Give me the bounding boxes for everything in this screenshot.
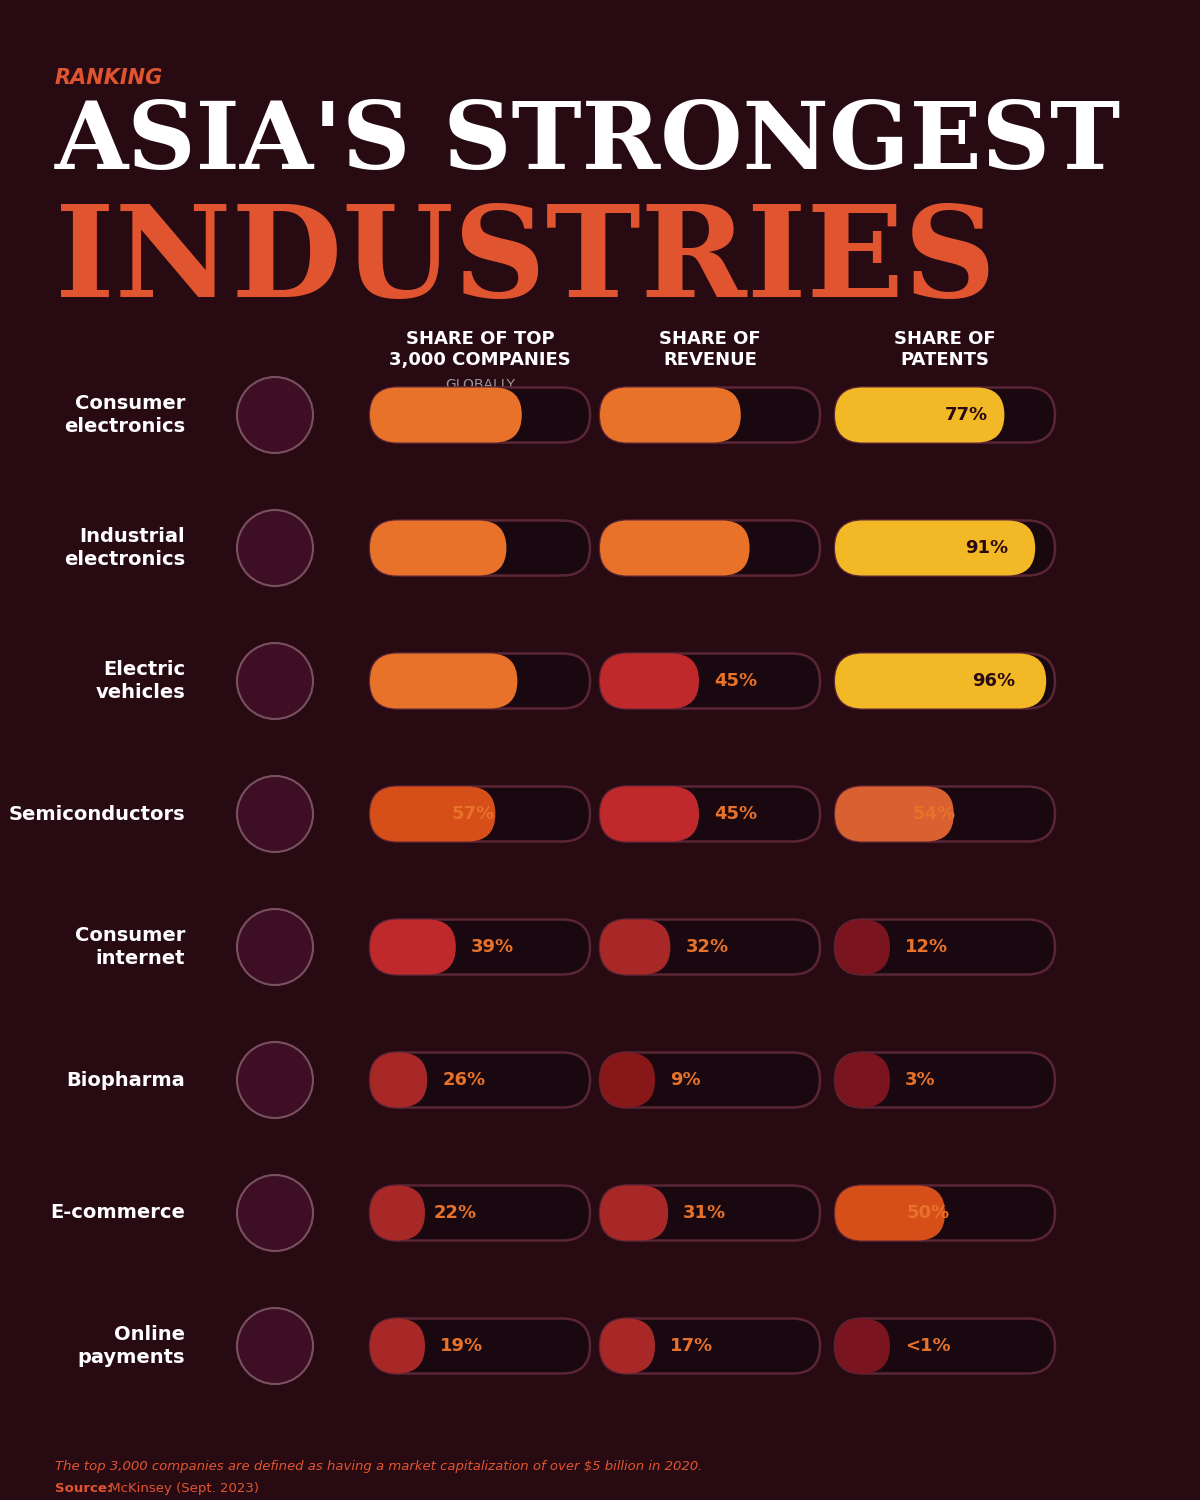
FancyBboxPatch shape [835,920,1055,975]
FancyBboxPatch shape [370,786,496,842]
Text: E-commerce: E-commerce [50,1203,185,1222]
FancyBboxPatch shape [835,786,1055,842]
Text: Consumer
electronics: Consumer electronics [64,394,185,436]
Text: 69%: 69% [469,406,511,424]
FancyBboxPatch shape [600,654,820,708]
FancyBboxPatch shape [370,387,590,442]
FancyBboxPatch shape [835,1053,1055,1107]
Text: 54%: 54% [912,806,955,824]
FancyBboxPatch shape [370,1318,590,1374]
Text: GLOBALLY: GLOBALLY [445,378,515,392]
FancyBboxPatch shape [370,1185,590,1240]
Text: Online
payments: Online payments [78,1324,185,1368]
Circle shape [238,776,313,852]
Text: The top 3,000 companies are defined as having a market capitalization of over $5: The top 3,000 companies are defined as h… [55,1460,702,1473]
Text: 17%: 17% [670,1336,713,1354]
Text: 3%: 3% [905,1071,936,1089]
Text: <1%: <1% [905,1336,950,1354]
Text: SHARE OF TOP
3,000 COMPANIES: SHARE OF TOP 3,000 COMPANIES [389,330,571,369]
Text: 50%: 50% [906,1204,949,1222]
FancyBboxPatch shape [600,786,698,842]
FancyBboxPatch shape [835,654,1046,708]
FancyBboxPatch shape [835,520,1036,576]
FancyBboxPatch shape [600,1053,820,1107]
FancyBboxPatch shape [370,654,590,708]
Text: Biopharma: Biopharma [66,1071,185,1089]
FancyBboxPatch shape [835,1318,1055,1374]
FancyBboxPatch shape [600,1185,820,1240]
Text: 64%: 64% [691,406,734,424]
FancyBboxPatch shape [835,654,1055,708]
Text: 45%: 45% [714,672,757,690]
Circle shape [238,644,313,718]
FancyBboxPatch shape [600,1053,655,1107]
Text: INDUSTRIES: INDUSTRIES [55,200,996,324]
FancyBboxPatch shape [835,1053,890,1107]
FancyBboxPatch shape [370,1318,425,1374]
FancyBboxPatch shape [600,920,820,975]
FancyBboxPatch shape [600,1318,655,1374]
Text: 39%: 39% [470,938,514,956]
Text: 12%: 12% [905,938,948,956]
FancyBboxPatch shape [600,1185,668,1240]
Text: 19%: 19% [440,1336,484,1354]
Text: McKinsey (Sept. 2023): McKinsey (Sept. 2023) [106,1482,259,1496]
Text: 32%: 32% [685,938,728,956]
Text: 22%: 22% [433,1204,476,1222]
Text: 26%: 26% [442,1071,485,1089]
Text: 62%: 62% [458,538,502,556]
Text: SHARE OF
REVENUE: SHARE OF REVENUE [659,330,761,369]
FancyBboxPatch shape [370,1053,590,1107]
Circle shape [238,376,313,453]
FancyBboxPatch shape [835,786,954,842]
Text: 68%: 68% [697,538,740,556]
FancyBboxPatch shape [370,786,590,842]
Text: Semiconductors: Semiconductors [8,804,185,824]
Circle shape [238,909,313,986]
Text: 77%: 77% [946,406,989,424]
Text: 31%: 31% [683,1204,726,1222]
Text: Consumer
internet: Consumer internet [74,926,185,969]
Text: Source:: Source: [55,1482,113,1496]
FancyBboxPatch shape [835,920,890,975]
FancyBboxPatch shape [600,520,820,576]
FancyBboxPatch shape [370,520,590,576]
Text: 9%: 9% [670,1071,701,1089]
Text: 67%: 67% [466,672,509,690]
Circle shape [238,1174,313,1251]
FancyBboxPatch shape [370,1185,425,1240]
Text: 96%: 96% [972,672,1015,690]
FancyBboxPatch shape [600,920,671,975]
FancyBboxPatch shape [370,920,590,975]
Text: Industrial
electronics: Industrial electronics [64,526,185,570]
FancyBboxPatch shape [370,1053,427,1107]
FancyBboxPatch shape [600,387,740,442]
FancyBboxPatch shape [370,387,522,442]
FancyBboxPatch shape [835,1185,946,1240]
Circle shape [238,1308,313,1384]
FancyBboxPatch shape [835,387,1004,442]
FancyBboxPatch shape [835,387,1055,442]
FancyBboxPatch shape [600,786,820,842]
FancyBboxPatch shape [835,520,1055,576]
Text: SHARE OF
PATENTS: SHARE OF PATENTS [894,330,996,369]
Text: 45%: 45% [714,806,757,824]
FancyBboxPatch shape [370,654,517,708]
Text: 91%: 91% [965,538,1008,556]
FancyBboxPatch shape [835,1185,1055,1240]
FancyBboxPatch shape [600,1318,820,1374]
Circle shape [238,510,313,586]
FancyBboxPatch shape [370,920,456,975]
Text: ASIA'S STRONGEST: ASIA'S STRONGEST [55,98,1121,188]
FancyBboxPatch shape [600,520,750,576]
Text: RANKING: RANKING [55,68,163,88]
FancyBboxPatch shape [600,387,820,442]
FancyBboxPatch shape [835,1318,890,1374]
Text: Electric
vehicles: Electric vehicles [95,660,185,702]
Text: 57%: 57% [451,806,494,824]
FancyBboxPatch shape [600,654,698,708]
FancyBboxPatch shape [370,520,506,576]
Circle shape [238,1042,313,1118]
